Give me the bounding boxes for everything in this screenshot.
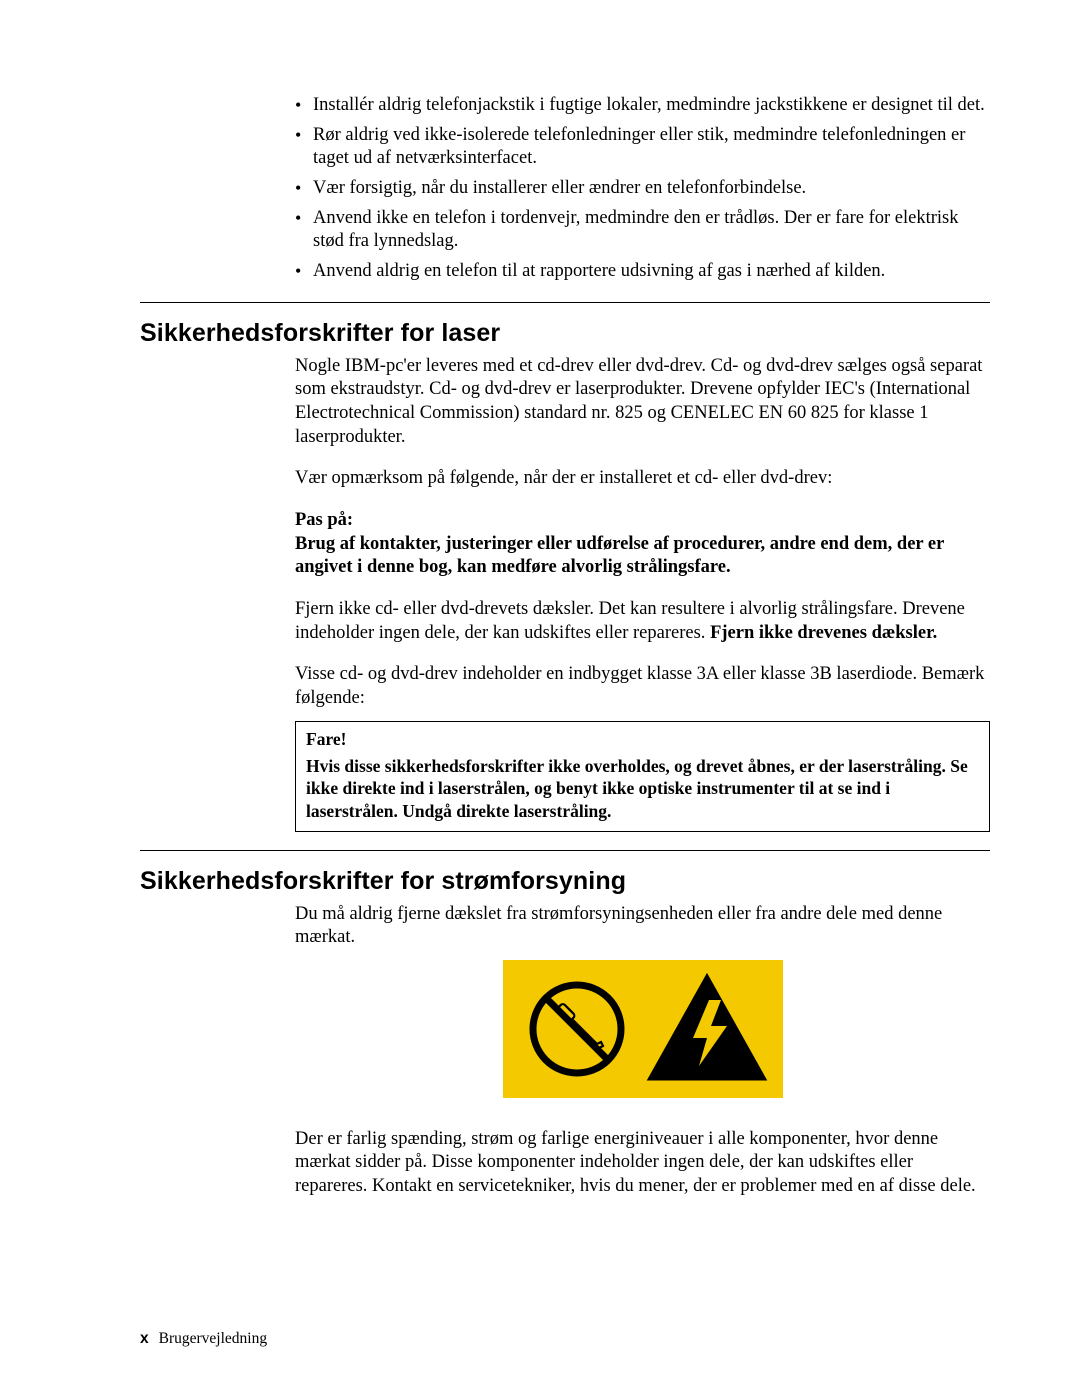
caution-label: Pas på:: [295, 509, 990, 533]
body-text: Du må aldrig fjerne dækslet fra strømfor…: [295, 903, 990, 950]
section-rule: [140, 302, 990, 303]
list-item: Anvend ikke en telefon i tordenvejr, med…: [295, 207, 990, 254]
body-text: Nogle IBM-pc'er leveres med et cd-drev e…: [295, 355, 990, 450]
body-text: Visse cd- og dvd-drev indeholder en indb…: [295, 663, 990, 710]
list-item: Installér aldrig telefonjackstik i fugti…: [295, 94, 990, 118]
list-item: Rør aldrig ved ikke-isolerede telefonled…: [295, 124, 990, 171]
page-number: x: [140, 1330, 149, 1347]
hazard-warning-icon: [503, 960, 783, 1098]
hazard-label-figure: [295, 960, 990, 1106]
footer-title: Brugervejledning: [159, 1330, 267, 1347]
section-heading-laser: Sikkerhedsforskrifter for laser: [140, 317, 990, 349]
body-text: Der er farlig spænding, strøm og farlige…: [295, 1128, 990, 1199]
caution-block: Pas på: Brug af kontakter, justeringer e…: [295, 509, 990, 580]
danger-box: Fare! Hvis disse sikkerhedsforskrifter i…: [295, 721, 990, 832]
danger-text: Hvis disse sikkerhedsforskrifter ikke ov…: [306, 755, 979, 823]
section-rule: [140, 850, 990, 851]
danger-label: Fare!: [306, 728, 979, 751]
list-item: Vær forsigtig, når du installerer eller …: [295, 177, 990, 201]
body-text: Fjern ikke cd- eller dvd-drevets dæksler…: [295, 598, 990, 645]
section-heading-power: Sikkerhedsforskrifter for strømforsyning: [140, 865, 990, 897]
body-text-bold: Fjern ikke drevenes dæksler.: [710, 623, 937, 643]
page-footer: x Brugervejledning: [140, 1329, 267, 1349]
intro-bullet-list: Installér aldrig telefonjackstik i fugti…: [295, 94, 990, 284]
list-item: Anvend aldrig en telefon til at rapporte…: [295, 260, 990, 284]
body-text: Vær opmærksom på følgende, når der er in…: [295, 467, 990, 491]
caution-text: Brug af kontakter, justeringer eller udf…: [295, 533, 990, 580]
